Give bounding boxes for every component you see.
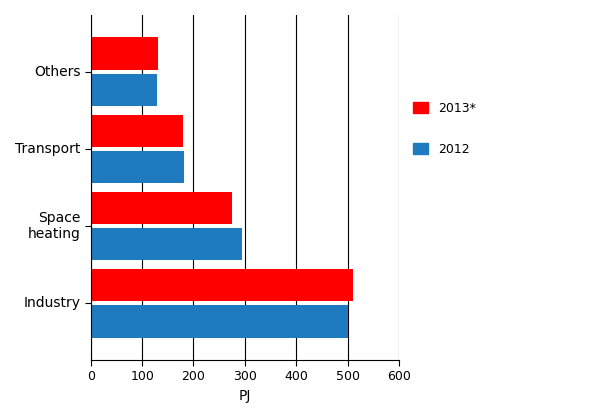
Bar — [91, 228, 242, 260]
Bar — [91, 305, 348, 338]
Bar — [91, 74, 157, 106]
X-axis label: PJ: PJ — [239, 389, 251, 403]
Legend: 2013*, 2012: 2013*, 2012 — [409, 97, 481, 161]
Bar — [91, 192, 232, 224]
Bar — [91, 269, 353, 301]
Bar — [91, 115, 183, 147]
Bar — [91, 151, 185, 183]
Bar — [91, 37, 158, 70]
